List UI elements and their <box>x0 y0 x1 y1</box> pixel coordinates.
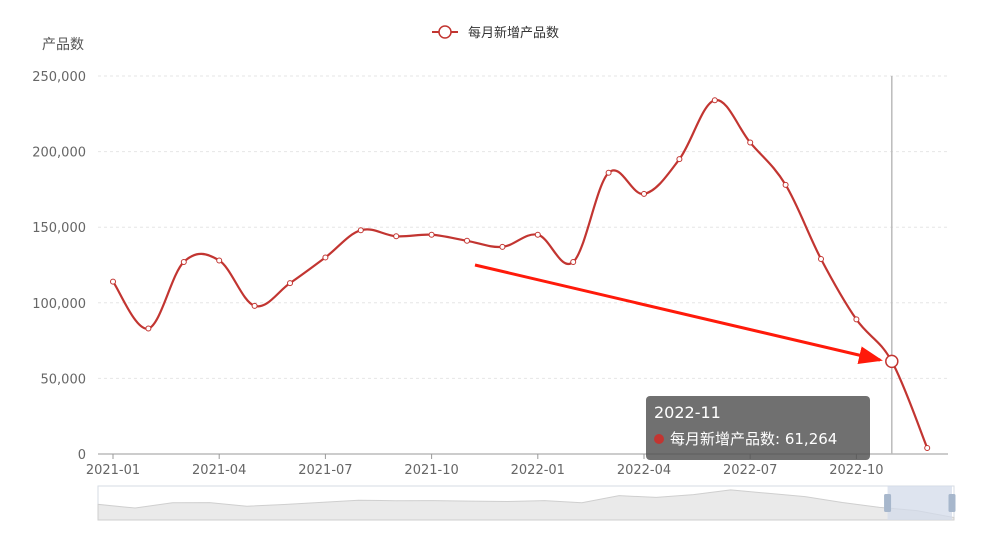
y-axis-ticks: 0 50,000 100,000 150,000 200,000 250,000 <box>32 70 86 463</box>
data-point <box>357 227 364 234</box>
data-point <box>393 233 400 240</box>
tooltip-row: 每月新增产品数: 61,264 <box>654 428 862 450</box>
tooltip-series-dot-icon <box>654 434 664 444</box>
data-point <box>641 190 647 197</box>
zoom-selection[interactable] <box>887 486 952 520</box>
tooltip: 2022-11 每月新增产品数: 61,264 <box>646 396 870 460</box>
x-tick-label: 2022-07 <box>723 463 777 478</box>
x-axis: 2021-01 2021-04 2021-07 2021-10 2022-01 2022-… <box>86 453 948 478</box>
legend[interactable]: 每月新增产品数 <box>432 25 559 41</box>
data-point <box>464 237 470 244</box>
zoom-handle[interactable] <box>884 494 892 512</box>
y-tick-label: 150,000 <box>32 221 86 236</box>
x-tick-label: 2022-04 <box>617 463 671 478</box>
tooltip-value: 61,264 <box>784 430 838 448</box>
data-point <box>605 169 612 176</box>
x-tick-label: 2021-10 <box>404 463 458 478</box>
data-point <box>251 302 258 309</box>
data-point <box>534 231 541 238</box>
data-point <box>287 280 293 287</box>
data-point <box>747 139 754 146</box>
x-tick-label: 2021-01 <box>86 463 140 478</box>
x-tick-label: 2022-10 <box>829 463 883 478</box>
y-tick-label: 50,000 <box>41 372 87 387</box>
data-point <box>711 97 718 104</box>
y-tick-label: 200,000 <box>32 146 86 161</box>
grid-lines <box>98 75 948 379</box>
legend-label: 每月新增产品数 <box>468 25 559 41</box>
data-point <box>499 243 506 250</box>
data-point <box>782 181 789 188</box>
legend-circle-icon <box>438 25 452 39</box>
y-tick-label: 250,000 <box>32 70 86 85</box>
data-point <box>216 257 223 264</box>
data-zoom-slider[interactable] <box>97 485 956 521</box>
x-tick-label: 2021-04 <box>192 463 246 478</box>
highlighted-data-point <box>885 354 899 369</box>
zoom-handle[interactable] <box>948 494 956 512</box>
zoom-preview-area <box>97 489 955 521</box>
data-point <box>180 258 187 265</box>
data-point <box>924 444 931 451</box>
y-axis-title: 产品数 <box>42 37 84 53</box>
tooltip-separator: : <box>775 430 785 448</box>
data-points <box>110 97 931 451</box>
data-point <box>570 258 577 265</box>
data-point <box>676 156 683 163</box>
data-point <box>145 325 152 332</box>
x-tick-label: 2021-07 <box>298 463 352 478</box>
data-point <box>322 254 329 261</box>
y-tick-label: 0 <box>78 448 86 463</box>
annotation-arrow <box>474 263 883 364</box>
tooltip-series-label: 每月新增产品数 <box>670 430 776 448</box>
data-point <box>818 255 824 262</box>
x-tick-label: 2022-01 <box>511 463 565 478</box>
data-point <box>110 278 116 285</box>
data-point <box>853 316 860 323</box>
y-tick-label: 100,000 <box>32 297 86 312</box>
tooltip-title: 2022-11 <box>654 403 721 422</box>
data-point <box>428 231 435 238</box>
